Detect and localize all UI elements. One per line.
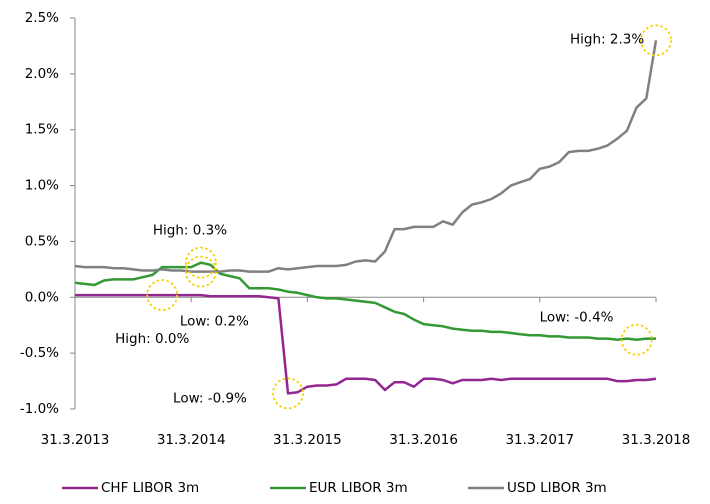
- y-tick-label: 0.0%: [25, 289, 59, 305]
- annotation-label: High: 2.3%: [570, 31, 644, 47]
- series-line: [75, 293, 657, 395]
- y-tick-label: 2.0%: [25, 66, 59, 82]
- annotation-label: Low: -0.4%: [540, 310, 614, 326]
- annotation-circle: [146, 279, 179, 311]
- x-tick-label: 31.3.2015: [273, 432, 342, 448]
- annotation-label: Low: 0.2%: [180, 314, 249, 330]
- legend-label: CHF LIBOR 3m: [101, 480, 199, 496]
- annotation-label: High: 0.0%: [115, 331, 189, 347]
- y-tick-label: -0.5%: [20, 345, 59, 361]
- y-tick-label: 1.5%: [25, 122, 59, 138]
- x-tick-label: 31.3.2018: [622, 432, 691, 448]
- y-tick-label: 0.5%: [25, 233, 59, 249]
- annotation-label: High: 0.3%: [153, 223, 227, 239]
- annotation-circle: [620, 323, 653, 356]
- series-line: [74, 261, 656, 341]
- annotation-label: Low: -0.9%: [173, 390, 247, 406]
- y-tick-label: 2.5%: [25, 10, 59, 26]
- x-tick-label: 31.3.2016: [389, 432, 458, 448]
- annotation-circle: [184, 246, 217, 279]
- annotation-circle: [272, 377, 304, 410]
- annotation-circle: [640, 24, 672, 57]
- x-tick-label: 31.3.2014: [157, 432, 226, 448]
- legend-label: EUR LIBOR 3m: [309, 480, 408, 496]
- x-tick-label: 31.3.2017: [505, 432, 574, 448]
- series-line: [74, 40, 658, 273]
- legend-label: USD LIBOR 3m: [507, 480, 607, 496]
- y-tick-label: 1.0%: [25, 178, 59, 194]
- x-tick-label: 31.3.2013: [41, 432, 110, 448]
- annotation-circle: [184, 255, 217, 288]
- y-tick-label: -1.0%: [20, 401, 59, 417]
